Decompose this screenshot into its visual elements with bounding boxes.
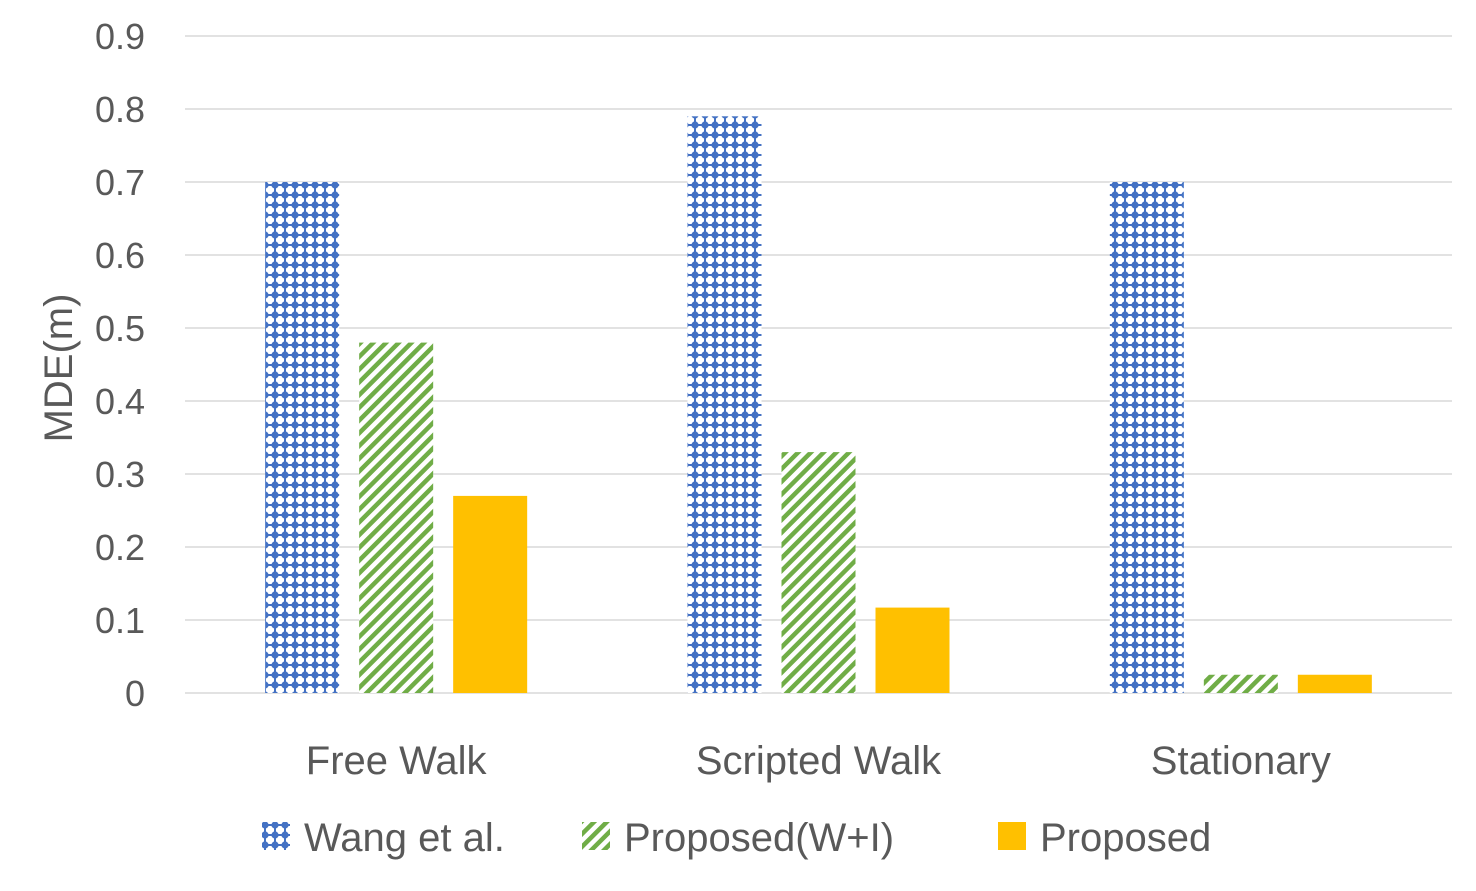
legend-label: Proposed — [1040, 816, 1211, 860]
bar-wang-et-al--1 — [687, 116, 762, 694]
legend-swatch — [262, 822, 290, 850]
bar-proposed-w-i--0 — [359, 342, 434, 693]
legend-label: Proposed(W+I) — [624, 816, 894, 860]
x-category-label: Stationary — [1151, 739, 1331, 783]
bar-proposed-w-i--1 — [781, 452, 856, 693]
y-tick-label: 0.8 — [95, 89, 145, 130]
y-tick-label: 0.2 — [95, 527, 145, 568]
y-tick-label: 0.7 — [95, 162, 145, 203]
x-category-label: Free Walk — [306, 739, 488, 783]
bar-wang-et-al--2 — [1109, 182, 1184, 693]
bars — [265, 116, 1372, 694]
x-category-labels: Free Walk Scripted Walk Stationary — [306, 739, 1331, 783]
y-tick-labels: 0 0.1 0.2 0.3 0.4 0.5 0.6 0.7 0.8 0.9 — [95, 16, 145, 714]
y-tick-label: 0 — [125, 673, 145, 714]
y-tick-label: 0.4 — [95, 381, 145, 422]
bar-wang-et-al--0 — [265, 182, 340, 693]
y-tick-label: 0.6 — [95, 235, 145, 276]
bar-proposed-0 — [453, 495, 528, 693]
y-axis-label: MDE(m) — [37, 294, 81, 443]
y-tick-label: 0.1 — [95, 600, 145, 641]
bar-proposed-2 — [1297, 674, 1372, 693]
x-category-label: Scripted Walk — [696, 739, 942, 783]
y-tick-label: 0.5 — [95, 308, 145, 349]
y-tick-label: 0.9 — [95, 16, 145, 57]
legend-swatch — [998, 822, 1026, 850]
y-tick-label: 0.3 — [95, 454, 145, 495]
legend-label: Wang et al. — [304, 816, 505, 860]
bar-proposed-1 — [875, 607, 950, 693]
legend: Wang et al. Proposed(W+I) Proposed — [262, 816, 1211, 860]
bar-proposed-w-i--2 — [1203, 674, 1278, 693]
legend-swatch — [582, 822, 610, 850]
